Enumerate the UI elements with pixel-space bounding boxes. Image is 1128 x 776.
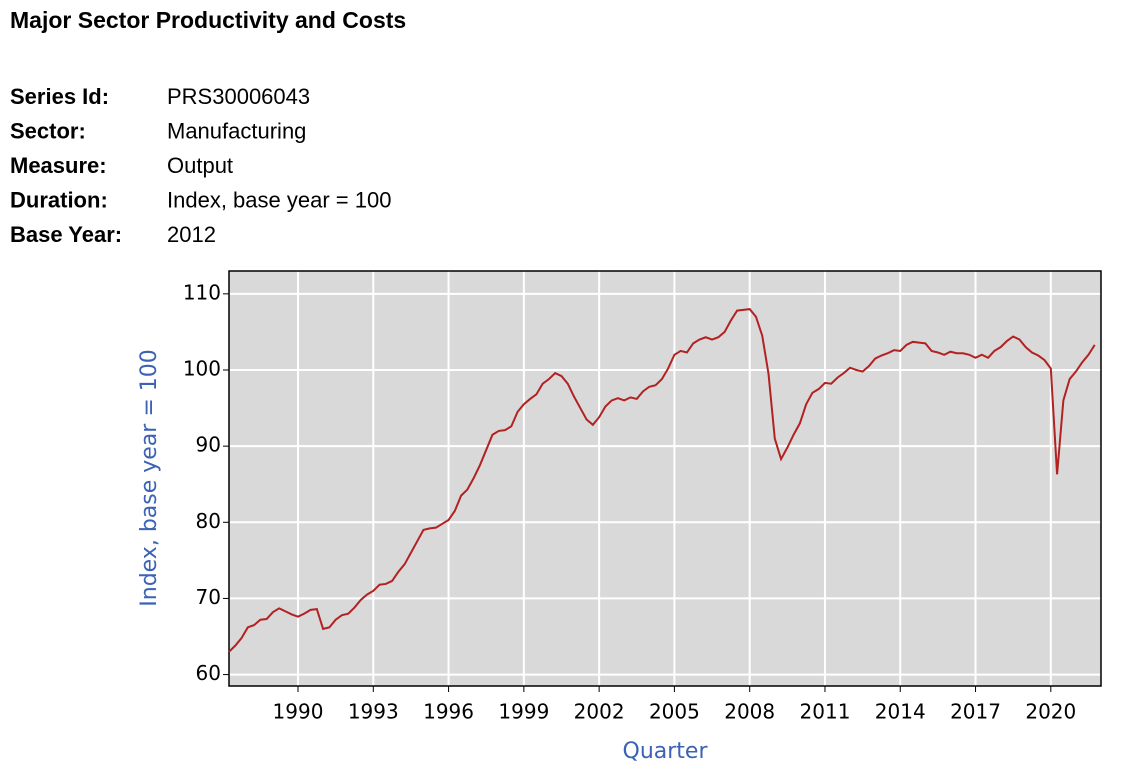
page-title: Major Sector Productivity and Costs	[10, 7, 406, 33]
x-tick-label: 1996	[423, 700, 474, 724]
y-tick-label: 80	[196, 509, 221, 533]
info-label: Series Id:	[10, 84, 109, 109]
x-tick-label: 2002	[574, 700, 625, 724]
info-value: Index, base year = 100	[167, 187, 391, 212]
y-tick-label: 90	[196, 433, 221, 457]
y-tick-label: 110	[183, 280, 221, 304]
plot-border	[228, 270, 1102, 687]
y-tick-label: 60	[196, 661, 221, 685]
x-tick-label: 2014	[875, 700, 926, 724]
info-value: 2012	[167, 222, 216, 247]
data-line	[228, 308, 1096, 653]
y-axis-label: Index, base year = 100	[137, 349, 162, 606]
info-label: Measure:	[10, 153, 107, 178]
x-tick-label: 1999	[498, 700, 549, 724]
x-tick-label: 1993	[348, 700, 399, 724]
info-value: Manufacturing	[167, 118, 306, 143]
x-tick-label: 2011	[800, 700, 851, 724]
info-value: PRS30006043	[167, 84, 310, 109]
x-axis-label: Quarter	[623, 739, 709, 764]
info-label: Base Year:	[10, 222, 122, 247]
x-tick-label: 1990	[273, 700, 324, 724]
y-tick-label: 70	[196, 585, 221, 609]
x-tick-label: 2008	[724, 700, 775, 724]
x-tick-label: 2020	[1025, 700, 1076, 724]
x-tick-label: 2005	[649, 700, 700, 724]
plot-area	[229, 271, 1101, 686]
info-label: Duration:	[10, 187, 108, 212]
info-label: Sector:	[10, 118, 86, 143]
y-tick-label: 100	[183, 356, 221, 380]
x-tick-label: 2017	[950, 700, 1001, 724]
info-value: Output	[167, 153, 233, 178]
